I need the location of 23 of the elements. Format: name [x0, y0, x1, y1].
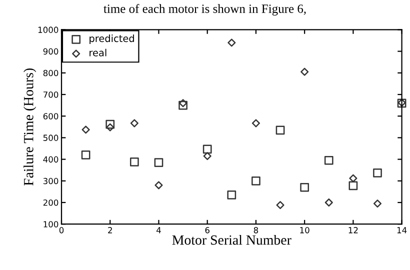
y-tick-label: 900: [43, 48, 58, 55]
legend-label: real: [90, 48, 106, 56]
x-tick-label: 6: [205, 227, 210, 234]
y-tick-label: 800: [43, 70, 58, 76]
y-tick-label: 200: [43, 199, 58, 206]
x-tick-label: 2: [108, 227, 112, 234]
x-tick-label: 14: [397, 227, 407, 234]
y-axis-title: Failure Time (Hours): [24, 68, 36, 186]
y-tick-label: 300: [43, 178, 58, 184]
text: time of each motor is shown in Figure 6,: [104, 4, 306, 16]
x-tick-label: 0: [59, 227, 64, 234]
x-tick-label: 12: [348, 227, 358, 234]
legend-label: predicted: [90, 34, 134, 44]
x-axis-title: Motor Serial Number: [172, 234, 292, 245]
x-tick-label: 8: [254, 227, 258, 234]
x-tick-label: 10: [300, 227, 310, 234]
y-tick-label: 500: [43, 134, 58, 141]
y-tick-label: 700: [44, 91, 58, 98]
x-tick-label: 4: [156, 227, 161, 234]
y-tick-label: 600: [43, 113, 58, 120]
y-tick-label: 400: [43, 156, 58, 163]
y-tick-label: 1000: [38, 26, 58, 33]
y-tick-label: 100: [44, 221, 58, 228]
